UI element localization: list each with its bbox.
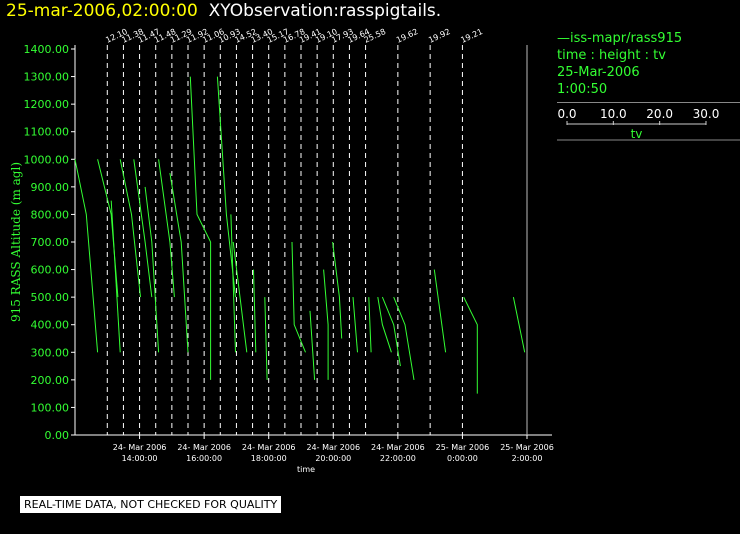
series-segment [74,159,99,353]
profile-label: 19.21 [459,27,484,45]
x-tick-time: 14:00:00 [122,454,158,463]
scale-tick-label: 20.0 [646,107,673,121]
legend-time: 1:00:50 [557,82,608,97]
x-tick-time: 2:00:00 [512,454,543,463]
series-segment [110,200,121,353]
series-segment [169,173,189,353]
y-tick-label: 1100.00 [24,126,70,139]
x-tick-time: 0:00:00 [447,454,478,463]
series-segment [230,214,236,353]
series-segment [463,296,478,394]
y-tick-label: 300.00 [31,346,70,359]
y-tick-label: 700.00 [31,236,70,249]
series-segment [189,76,212,243]
title-datetime: 25-mar-2006,02:00:00 [6,1,198,21]
series-segment [264,297,268,380]
scale-tick-label: 30.0 [693,107,720,121]
series-segment [158,159,175,298]
y-axis-label: 915 RASS Altitude (m agl) [9,162,23,322]
x-tick-date: 25- Mar 2006 [500,443,554,452]
scale-tick-label: 10.0 [600,107,627,121]
y-tick-label: 900.00 [31,181,70,194]
legend-divider-top [557,102,740,103]
chart-title: 25-mar-2006,02:00:00 XYObservation:rassp… [6,1,441,21]
y-tick-label: 1300.00 [24,71,70,84]
scale-label: tv [631,127,643,141]
profile-label: 19.62 [395,27,420,45]
tv-scale: 0.0 10.0 20.0 30.0 tv [557,107,740,141]
x-tick-date: 24- Mar 2006 [371,443,425,452]
y-tick-label: 500.00 [31,291,70,304]
scale-tick-label: 0.0 [557,107,576,121]
series-segment [368,297,372,353]
quality-notice: REAL-TIME DATA, NOT CHECKED FOR QUALITY [20,496,282,513]
x-tick-date: 24- Mar 2006 [242,443,296,452]
series-segment [352,297,358,353]
x-tick-date: 24- Mar 2006 [306,443,360,452]
series-segment [512,296,526,353]
y-tick-label: 400.00 [31,319,70,332]
x-tick-time: 18:00:00 [251,454,287,463]
series-segment [119,159,141,298]
y-tick-label: 200.00 [31,374,70,387]
series-segment [253,269,257,353]
series-segment [291,241,306,353]
series-segment [323,269,329,380]
y-tick-label: 1000.00 [24,153,70,166]
series-segment [332,241,343,339]
series-segment [309,310,316,380]
legend-date: 25-Mar-2006 [557,65,640,80]
x-tick-time: 22:00:00 [380,454,416,463]
x-tick-date: 24- Mar 2006 [177,443,231,452]
title-observation-text: XYObservation:rasspigtails. [208,1,442,21]
x-tick-date: 24- Mar 2006 [113,443,167,452]
legend-series: —iss-mapr/rass915 [557,31,683,46]
x-axis-label: time [297,465,315,474]
profile-label: 19.92 [427,27,452,45]
y-tick-label: 100.00 [31,401,70,414]
y-tick-label: 0.00 [45,429,70,442]
series-segment [393,296,415,380]
x-tick-time: 20:00:00 [315,454,351,463]
series-segment [377,297,392,353]
y-tick-label: 1400.00 [24,43,70,56]
series-segment [381,296,401,367]
series-segment [133,159,153,298]
title-observation: XYObservation:rasspigtails. [198,1,442,21]
x-tick-time: 16:00:00 [186,454,222,463]
legend: —iss-mapr/rass915 time : height : tv 25-… [557,30,740,103]
series-segment [144,186,160,353]
series-segment [433,269,447,353]
y-tick-label: 800.00 [31,208,70,221]
y-tick-label: 1200.00 [24,98,70,111]
series-segment [232,241,248,353]
legend-axes: time : height : tv [557,48,666,63]
x-tick-date: 25- Mar 2006 [436,443,490,452]
y-tick-label: 600.00 [31,264,70,277]
